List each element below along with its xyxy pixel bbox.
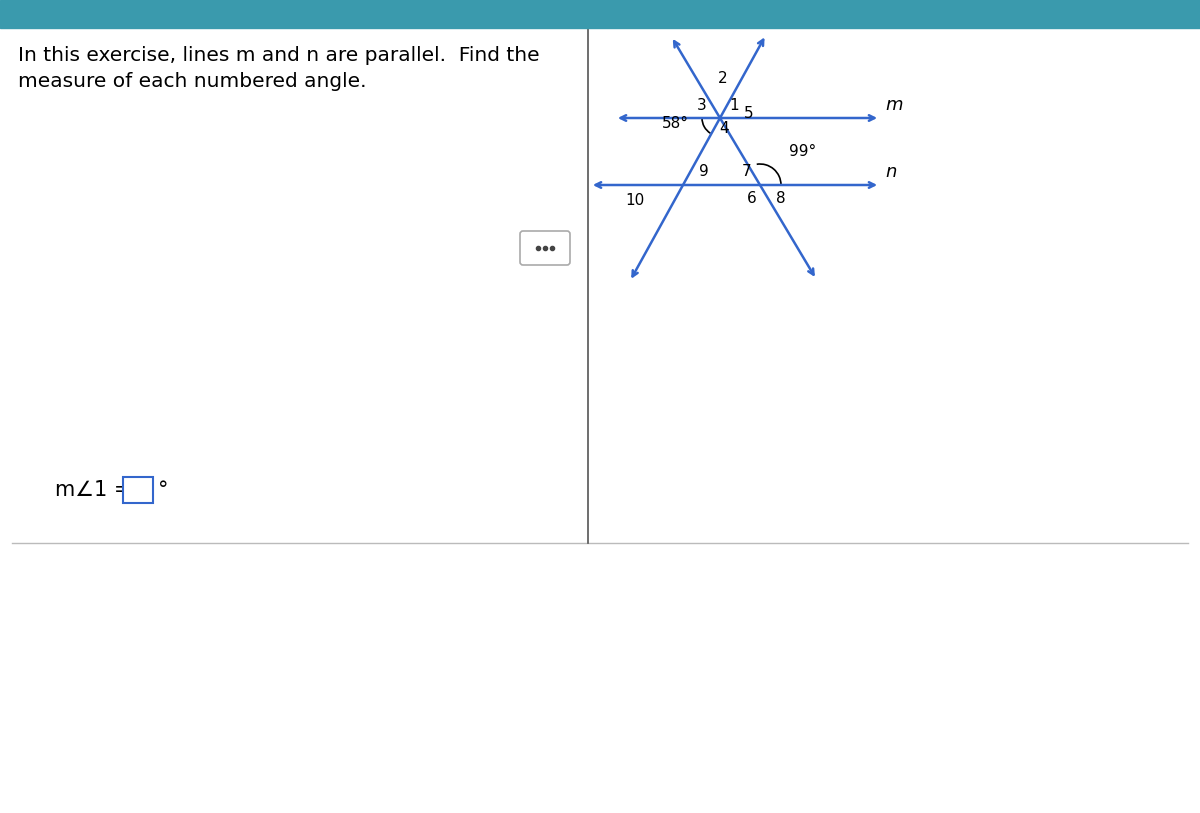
Bar — [0, 0, 1200, 28]
Text: 2: 2 — [718, 71, 728, 86]
Text: m∠1 =: m∠1 = — [55, 480, 138, 500]
Text: 3: 3 — [697, 98, 707, 113]
FancyBboxPatch shape — [124, 477, 154, 503]
Text: 4: 4 — [719, 121, 728, 137]
Text: °: ° — [158, 480, 168, 500]
Text: 99°: 99° — [788, 144, 816, 159]
Text: 6: 6 — [746, 191, 756, 207]
Text: 5: 5 — [744, 106, 754, 120]
Text: 10: 10 — [625, 193, 646, 208]
Text: n: n — [886, 163, 896, 181]
Text: 7: 7 — [742, 164, 751, 179]
FancyBboxPatch shape — [520, 231, 570, 265]
Text: 58°: 58° — [661, 116, 689, 131]
Text: 8: 8 — [775, 191, 785, 207]
Text: 1: 1 — [730, 98, 739, 113]
Text: m: m — [886, 96, 902, 114]
Text: measure of each numbered angle.: measure of each numbered angle. — [18, 72, 366, 91]
Text: In this exercise, lines m and n are parallel.  Find the: In this exercise, lines m and n are para… — [18, 46, 540, 65]
Text: 9: 9 — [698, 164, 708, 179]
